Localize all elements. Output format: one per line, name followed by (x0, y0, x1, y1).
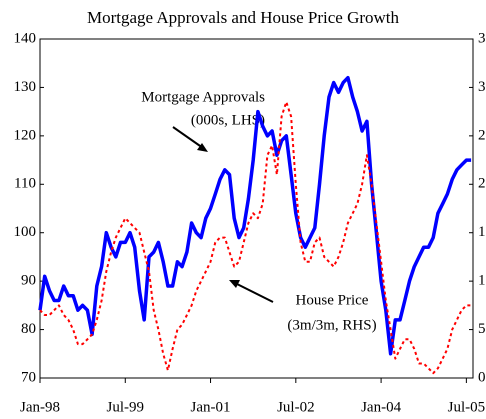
y-tick-label: 110 (14, 176, 36, 192)
x-tick-label: Jul-99 (107, 399, 145, 415)
y-tick-label: 140 (14, 30, 37, 46)
y2-tick-label: 30 (478, 79, 486, 95)
y2-tick-label: 15 (478, 224, 486, 240)
y2-tick-label: 35 (478, 30, 486, 46)
y2-tick-label: 10 (478, 273, 486, 289)
arrow (172, 126, 208, 152)
y-tick-label: 100 (14, 224, 37, 240)
y-tick-label: 80 (21, 321, 36, 337)
plot-frame (39, 38, 474, 379)
x-tick-label: Jan-04 (361, 399, 401, 415)
y-tick-label: 90 (21, 273, 36, 289)
y2-tick-label: 0 (478, 369, 486, 385)
series-line (38, 75, 472, 356)
annotation: House Price (296, 292, 369, 308)
y-tick-label: 130 (14, 79, 37, 95)
x-tick-label: Jan-98 (20, 399, 60, 415)
y-tick-label: 70 (21, 369, 36, 385)
x-tick-label: Jul-05 (448, 399, 486, 415)
arrow (229, 280, 274, 303)
annotation: (3m/3m, RHS) (287, 317, 376, 333)
chart-title: Mortgage Approvals and House Price Growt… (87, 8, 400, 27)
x-tick-label: Jul-02 (277, 399, 315, 415)
y2-tick-label: 5 (478, 321, 486, 337)
y2-tick-label: 25 (478, 127, 486, 143)
annotation: Mortgage Approvals (141, 89, 265, 105)
annotation: (000s, LHS) (191, 112, 265, 128)
x-tick-label: Jan-01 (191, 399, 231, 415)
y-tick-label: 120 (14, 127, 37, 143)
y2-tick-label: 20 (478, 176, 486, 192)
